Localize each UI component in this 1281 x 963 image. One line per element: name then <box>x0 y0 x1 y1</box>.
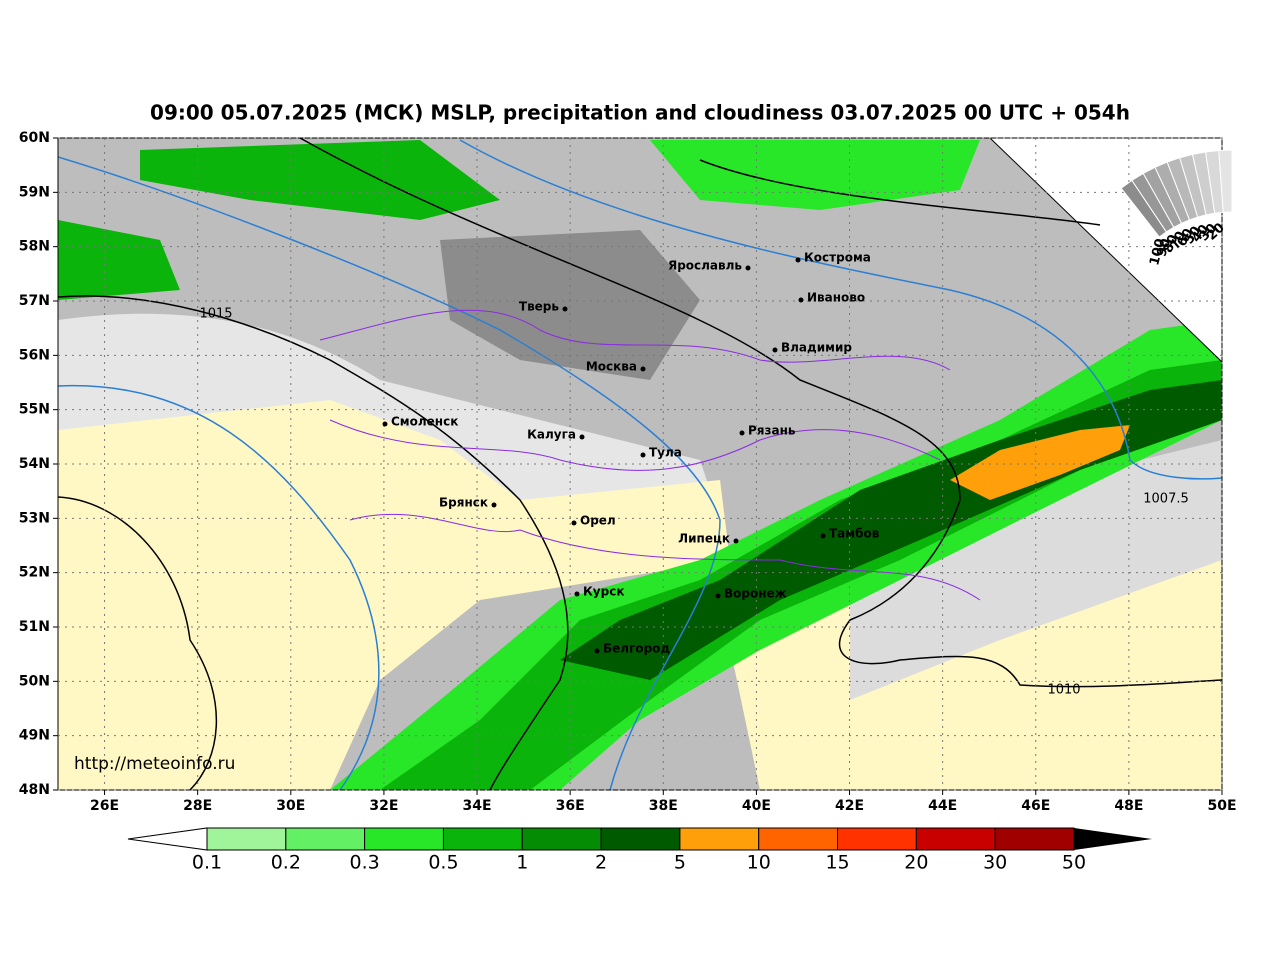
city-label: Курск <box>583 585 624 599</box>
city-label: Рязань <box>748 424 796 438</box>
lat-label: 53N <box>19 510 50 526</box>
city-dot <box>574 591 580 597</box>
colorbar-label: 30 <box>983 852 1007 874</box>
city-label: Тула <box>649 446 682 460</box>
isobar-label: 1015 <box>199 307 232 322</box>
lat-label: 58N <box>19 239 50 255</box>
colorbar-swatch <box>837 827 917 851</box>
city-dot <box>571 520 577 526</box>
city-dot <box>640 452 646 458</box>
colorbar-label: 10 <box>747 852 771 874</box>
cloud-scale-segment <box>1218 149 1233 213</box>
lon-label: 34E <box>463 798 492 814</box>
city-label: Белгород <box>603 642 670 656</box>
lon-label: 36E <box>556 798 585 814</box>
city-dot <box>795 257 801 263</box>
city-dot <box>798 297 804 303</box>
city-dot <box>382 421 388 427</box>
colorbar-label: 15 <box>825 852 849 874</box>
colorbar-min-arrow <box>127 827 208 851</box>
lon-label: 26E <box>90 798 119 814</box>
city-dot <box>820 533 826 539</box>
city-label: Владимир <box>781 341 852 355</box>
colorbar-swatch <box>364 827 444 851</box>
colorbar-swatch <box>758 827 839 851</box>
cloud-scale-label: 90 <box>1154 237 1174 259</box>
city-dot <box>733 538 739 544</box>
isobar-label: 1010 <box>1047 683 1080 698</box>
city-dot <box>772 347 778 353</box>
city-label: Брянск <box>439 496 488 510</box>
lat-label: 51N <box>19 619 50 635</box>
isobar-label: 1007.5 <box>1143 492 1189 507</box>
colorbar-label: 0.1 <box>192 852 222 874</box>
city-label: Кострома <box>804 251 871 265</box>
lat-label: 48N <box>19 782 50 798</box>
lat-label: 59N <box>19 184 50 200</box>
map-field <box>58 138 1222 790</box>
colorbar-label: 2 <box>595 852 607 874</box>
lat-label: 56N <box>19 347 50 363</box>
city-dot <box>579 434 585 440</box>
city-label: Ярославль <box>668 259 742 273</box>
colorbar-label: 50 <box>1062 852 1086 874</box>
city-label: Воронеж <box>724 587 787 601</box>
colorbar-label: 5 <box>674 852 686 874</box>
city-label: Липецк <box>678 532 730 546</box>
lat-label: 52N <box>19 565 50 581</box>
lat-label: 60N <box>19 130 50 146</box>
city-dot <box>640 366 646 372</box>
lon-label: 32E <box>369 798 398 814</box>
city-dot <box>594 648 600 654</box>
cloud-scale-label: 100 <box>1147 237 1168 267</box>
lon-label: 48E <box>1114 798 1143 814</box>
city-label: Калуга <box>527 428 576 442</box>
city-label: Орел <box>580 514 616 528</box>
city-dot <box>739 430 745 436</box>
cloud-scale-label: 70 <box>1167 229 1189 252</box>
city-dot <box>745 265 751 271</box>
lon-label: 44E <box>928 798 957 814</box>
lat-label: 57N <box>19 293 50 309</box>
cloud-scale-label: 80 <box>1161 233 1182 255</box>
colorbar-label: 0.3 <box>350 852 380 874</box>
url: http://meteoinfo.ru <box>74 754 235 774</box>
city-label: Смоленск <box>391 415 458 429</box>
colorbar-max-arrow <box>1074 828 1152 850</box>
colorbar-swatch <box>206 827 287 851</box>
lon-label: 42E <box>835 798 864 814</box>
colorbar-swatch <box>600 827 681 851</box>
grid <box>58 137 1223 791</box>
colorbar-label: 20 <box>904 852 928 874</box>
colorbar-swatch <box>442 827 523 851</box>
city-dot <box>491 502 497 508</box>
city-label: Иваново <box>807 291 865 305</box>
lon-label: 46E <box>1021 798 1050 814</box>
colorbar-label: 0.5 <box>428 852 458 874</box>
colorbar-label: 1 <box>516 852 528 874</box>
colorbar-swatch <box>285 827 366 851</box>
colorbar-label: 0.2 <box>271 852 301 874</box>
title: 09:00 05.07.2025 (МСК) MSLP, precipitati… <box>150 101 1130 125</box>
city-label: Тамбов <box>829 527 880 541</box>
lat-label: 49N <box>19 728 50 744</box>
lon-label: 30E <box>276 798 305 814</box>
colorbar-swatch <box>994 827 1075 851</box>
city-dot <box>562 306 568 312</box>
lat-label: 55N <box>19 402 50 418</box>
lon-label: 50E <box>1207 798 1236 814</box>
colorbar-swatch <box>915 827 996 851</box>
lon-label: 28E <box>183 798 212 814</box>
colorbar-swatch <box>521 827 602 851</box>
lon-label: 40E <box>742 798 771 814</box>
lat-label: 54N <box>19 456 50 472</box>
city-label: Тверь <box>519 300 560 314</box>
lat-label: 50N <box>19 673 50 689</box>
colorbar-swatch <box>679 827 760 851</box>
city-label: Москва <box>586 360 637 374</box>
city-dot <box>715 593 721 599</box>
lon-label: 38E <box>649 798 678 814</box>
